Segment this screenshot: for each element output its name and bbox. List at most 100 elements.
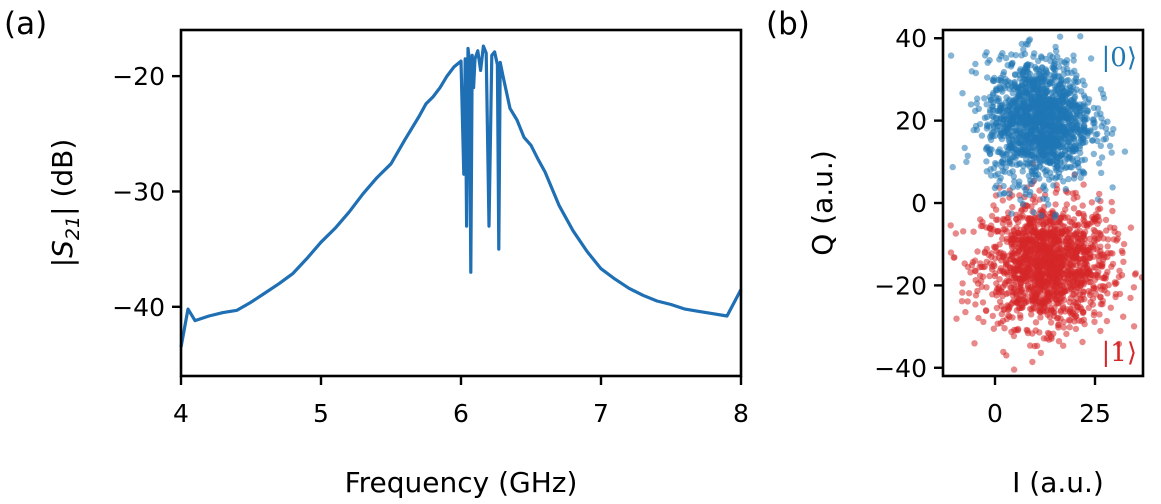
iq-point — [974, 248, 981, 255]
iq-point — [1069, 253, 1076, 260]
iq-point — [979, 222, 986, 230]
iq-point — [1064, 234, 1071, 242]
iq-point — [986, 225, 994, 232]
iq-point — [1055, 219, 1063, 226]
iq-point — [999, 220, 1007, 227]
iq-point — [1130, 284, 1138, 291]
iq-y-tick-label: −20 — [874, 271, 927, 300]
iq-point — [1009, 299, 1016, 306]
iq-point — [981, 263, 988, 270]
iq-point — [1043, 171, 1050, 179]
iq-point — [1021, 139, 1028, 146]
iq-point — [961, 144, 968, 152]
iq-point — [1091, 276, 1099, 283]
iq-scatter-chart: 0 25 40 20 0 −20 −40 |0⟩ |1⟩ I (a.u.) Q (a.u.) — [806, 24, 1145, 499]
iq-point — [1059, 141, 1067, 148]
iq-point — [998, 257, 1005, 264]
iq-point — [1096, 205, 1104, 212]
iq-point — [1011, 265, 1019, 272]
iq-point — [1003, 143, 1010, 151]
iq-point — [1010, 366, 1018, 373]
iq-point — [1084, 223, 1091, 230]
iq-point — [990, 106, 997, 114]
iq-point — [1028, 129, 1035, 137]
iq-point — [1040, 75, 1048, 83]
iq-point — [1039, 299, 1046, 307]
spectrum-x-tick-label: 5 — [313, 399, 329, 428]
iq-point — [1014, 183, 1022, 190]
iq-point — [964, 298, 971, 305]
iq-point — [1047, 307, 1055, 314]
iq-point — [998, 163, 1005, 170]
iq-point — [1058, 295, 1065, 302]
iq-point — [1047, 127, 1054, 134]
iq-point — [1001, 281, 1009, 288]
iq-point — [993, 248, 1000, 255]
iq-point — [1028, 76, 1035, 84]
iq-point — [1048, 333, 1055, 340]
iq-point — [989, 312, 996, 320]
iq-point — [962, 308, 969, 316]
iq-y-tick-label: −40 — [874, 354, 927, 383]
iq-point — [1049, 64, 1056, 71]
iq-point — [1079, 102, 1087, 110]
iq-point — [1024, 148, 1031, 155]
iq-point — [987, 231, 994, 238]
iq-point — [972, 292, 980, 299]
iq-point — [959, 90, 966, 97]
iq-point — [1064, 65, 1071, 73]
iq-point — [1029, 100, 1037, 108]
iq-point — [1130, 323, 1138, 330]
spectrum-x-tick-label: 8 — [733, 399, 749, 428]
iq-point — [994, 320, 1001, 327]
iq-point — [1024, 245, 1031, 253]
spectrum-x-tick-label: 7 — [593, 399, 609, 428]
iq-point — [1018, 214, 1025, 221]
iq-point — [1115, 340, 1123, 348]
iq-point — [964, 152, 971, 159]
iq-point — [1049, 275, 1056, 282]
iq-point — [1041, 283, 1049, 290]
iq-point — [1032, 163, 1040, 170]
iq-y-tick-label: 0 — [911, 189, 927, 218]
iq-point — [1102, 135, 1110, 142]
iq-point — [977, 216, 984, 223]
iq-point — [992, 172, 999, 179]
spectrum-axis-ticks — [172, 74, 743, 385]
iq-point — [1080, 216, 1087, 224]
iq-point — [1020, 103, 1027, 110]
iq-point — [1029, 171, 1036, 178]
spectrum-x-axis-label: Frequency (GHz) — [345, 466, 578, 499]
iq-point — [1067, 308, 1074, 315]
iq-point — [1009, 59, 1016, 67]
iq-point — [1096, 311, 1103, 318]
iq-point — [1009, 184, 1016, 191]
iq-point — [961, 260, 968, 267]
iq-point — [1057, 166, 1065, 173]
iq-point — [1097, 243, 1104, 250]
iq-point — [1025, 118, 1033, 125]
iq-point — [947, 249, 955, 256]
iq-point — [1081, 156, 1089, 163]
iq-point — [993, 228, 1000, 235]
iq-point — [1018, 288, 1025, 295]
iq-point — [995, 97, 1003, 105]
iq-point — [924, 257, 930, 263]
iq-point — [1013, 161, 1021, 168]
iq-point — [1053, 283, 1061, 291]
iq-point — [1032, 258, 1039, 266]
iq-point — [1040, 121, 1047, 129]
iq-point — [1036, 267, 1043, 274]
iq-point — [1060, 87, 1068, 95]
iq-point — [1062, 185, 1070, 193]
iq-point — [1048, 270, 1055, 277]
iq-point — [972, 69, 980, 77]
iq-point — [1087, 289, 1094, 296]
iq-point — [1073, 231, 1080, 238]
iq-point — [1008, 239, 1015, 247]
iq-point — [1112, 293, 1119, 301]
iq-point — [1090, 311, 1098, 319]
iq-point — [1119, 249, 1126, 256]
iq-point — [1029, 275, 1036, 282]
iq-point — [1030, 228, 1038, 235]
